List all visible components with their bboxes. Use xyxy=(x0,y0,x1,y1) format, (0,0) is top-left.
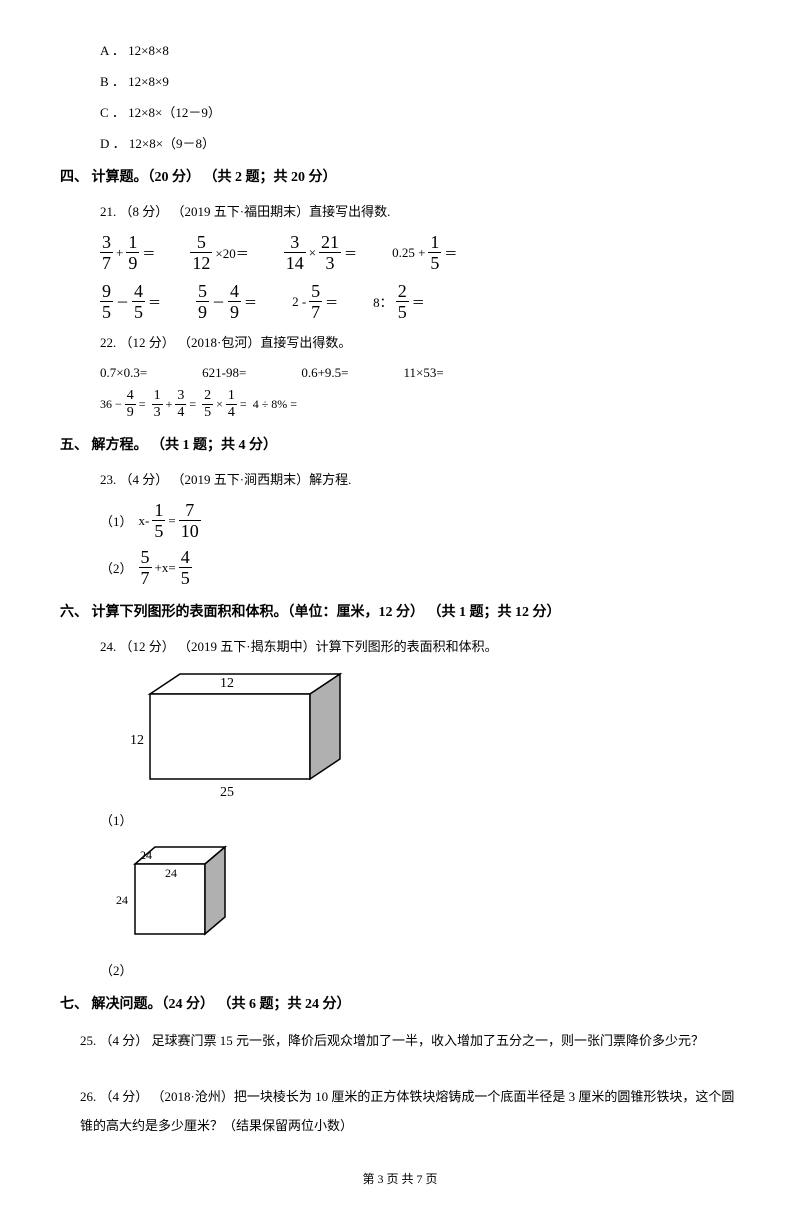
fraction: 25 xyxy=(202,389,213,420)
term: 2 - 57 ＝ xyxy=(292,282,338,321)
fraction: 512 xyxy=(190,233,212,272)
calc-row-1: 37 + 19 ＝ 512 ×20＝ 314 × 213 ＝ 0.25 + 15… xyxy=(100,233,740,272)
option-d: D ． 12×8×（9－8） xyxy=(100,133,740,152)
fraction: 45 xyxy=(179,548,192,587)
page: A ． 12×8×8 B ． 12×8×9 C ． 12×8×（12－9） D … xyxy=(0,0,800,1207)
fraction: 213 xyxy=(319,233,341,272)
fraction: 314 xyxy=(284,233,306,272)
term: 57 +x= 45 xyxy=(139,548,192,587)
figure-cube: 24 24 24 xyxy=(100,839,740,954)
term: 13 + 34 = xyxy=(152,389,197,420)
sub-question-1: （1） x- 15 = 710 xyxy=(100,501,740,540)
dim-depth: 12 xyxy=(220,676,234,691)
fraction: 34 xyxy=(175,389,186,420)
question-22: 22. （12 分） （2018·包河）直接写出得数。 xyxy=(100,331,740,354)
question-25: 25. （4 分） 足球赛门票 15 元一张，降价后观众增加了一半，收入增加了五… xyxy=(80,1027,740,1056)
term: 512 ×20＝ xyxy=(190,233,248,272)
section-6-header: 六、 计算下列图形的表面积和体积。（单位：厘米，12 分） （共 1 题；共 1… xyxy=(60,601,740,621)
fraction: 14 xyxy=(226,389,237,420)
figure-cuboid: 12 12 25 xyxy=(100,669,740,804)
dim-width: 24 xyxy=(165,866,177,880)
fraction: 57 xyxy=(139,548,152,587)
fraction: 45 xyxy=(132,282,145,321)
page-footer: 第 3 页 共 7 页 xyxy=(60,1170,740,1187)
fraction: 25 xyxy=(396,282,409,321)
term: 59 － 49 ＝ xyxy=(196,282,257,321)
term: 36 − 49 = xyxy=(100,389,146,420)
calc-row-2: 95 － 45 ＝ 59 － 49 ＝ 2 - 57 ＝ 8： 25 ＝ xyxy=(100,282,740,321)
option-a: A ． 12×8×8 xyxy=(100,40,740,59)
cuboid-svg: 12 12 25 xyxy=(100,669,360,799)
equation: 0.6+9.5= xyxy=(301,365,348,381)
term: 25 × 14 = xyxy=(202,389,247,420)
calc-row-mixed: 36 − 49 = 13 + 34 = 25 × 14 = 4 ÷ 8% = xyxy=(100,389,740,420)
sub-label-2: （2） xyxy=(100,960,740,979)
option-c: C ． 12×8×（12－9） xyxy=(100,102,740,121)
eq-row: 0.7×0.3= 621-98= 0.6+9.5= 11×53= xyxy=(100,365,740,381)
term: 8： 25 ＝ xyxy=(373,282,425,321)
dim-depth: 24 xyxy=(140,848,152,862)
sub-label-1: （1） xyxy=(100,810,740,829)
fraction: 13 xyxy=(152,389,163,420)
question-21: 21. （8 分） （2019 五下·福田期末）直接写出得数. xyxy=(100,200,740,223)
fraction: 59 xyxy=(196,282,209,321)
section-4-header: 四、 计算题。（20 分） （共 2 题；共 20 分） xyxy=(60,166,740,186)
term: 4 ÷ 8% = xyxy=(253,397,297,412)
equation: 11×53= xyxy=(404,365,444,381)
section-5-header: 五、 解方程。 （共 1 题；共 4 分） xyxy=(60,434,740,454)
question-24: 24. （12 分） （2019 五下·揭东期中）计算下列图形的表面积和体积。 xyxy=(100,635,740,658)
fraction: 49 xyxy=(228,282,241,321)
fraction: 15 xyxy=(428,233,441,272)
section-7-header: 七、 解决问题。（24 分） （共 6 题；共 24 分） xyxy=(60,993,740,1013)
term: 37 + 19 ＝ xyxy=(100,233,155,272)
fraction: 57 xyxy=(309,282,322,321)
equation: 0.7×0.3= xyxy=(100,365,147,381)
fraction: 49 xyxy=(125,389,136,420)
dim-height: 12 xyxy=(130,733,144,748)
question-23: 23. （4 分） （2019 五下·涧西期末）解方程. xyxy=(100,468,740,491)
option-b: B ． 12×8×9 xyxy=(100,71,740,90)
fraction: 37 xyxy=(100,233,113,272)
fraction: 19 xyxy=(126,233,139,272)
equation: 621-98= xyxy=(202,365,246,381)
dim-height: 24 xyxy=(116,893,128,907)
fraction: 95 xyxy=(100,282,113,321)
cube-svg: 24 24 24 xyxy=(100,839,250,949)
sub-question-2: （2） 57 +x= 45 xyxy=(100,548,740,587)
term: x- 15 = 710 xyxy=(139,501,201,540)
fraction: 710 xyxy=(179,501,201,540)
dim-width: 25 xyxy=(220,785,234,799)
term: 314 × 213 ＝ xyxy=(284,233,357,272)
fraction: 15 xyxy=(152,501,165,540)
term: 95 － 45 ＝ xyxy=(100,282,161,321)
term: 0.25 + 15 ＝ xyxy=(392,233,457,272)
